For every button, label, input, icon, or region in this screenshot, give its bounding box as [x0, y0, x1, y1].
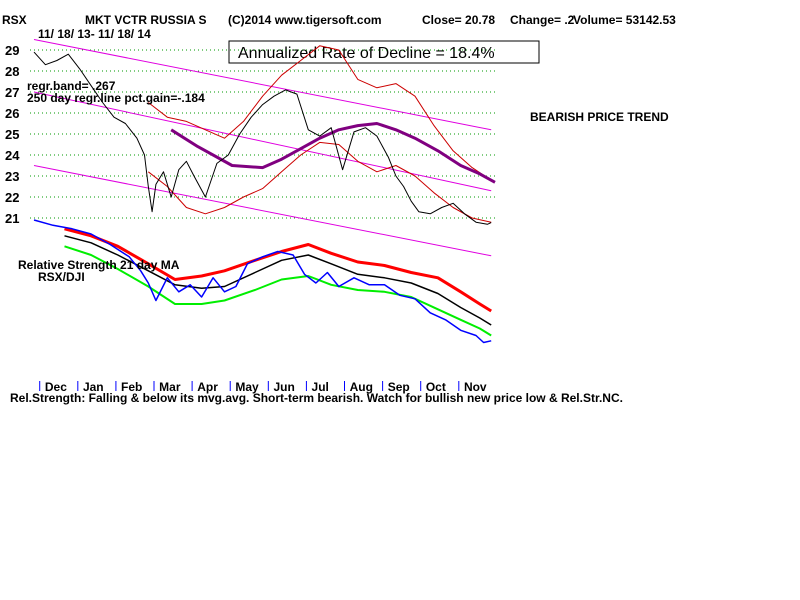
close-value: Close= 20.78 [422, 13, 495, 27]
month-label-jun: Jun [273, 380, 294, 394]
rs-upper-line [64, 227, 492, 313]
y-tick-24: 24 [5, 148, 20, 163]
month-label-apr: Apr [197, 380, 218, 394]
ma-line [170, 122, 496, 184]
regr-gain-label: 250 day regr.line pct.gain=-.184 [27, 91, 205, 105]
rs-lower-line [64, 245, 492, 337]
month-label-nov: Nov [464, 380, 487, 394]
regr-band-label: regr.band= .267 [27, 79, 116, 93]
month-axis: Dec Jan Feb Mar Apr May Jun Jul Aug Sep Oct Nov [39, 380, 487, 394]
month-label-jan: Jan [83, 380, 104, 394]
bollinger-lower-line [147, 141, 492, 223]
price-series [33, 51, 492, 225]
rs-ratio-label: RSX/DJI [38, 270, 85, 284]
month-label-aug: Aug [350, 380, 373, 394]
regression-channel [33, 39, 492, 257]
y-tick-28: 28 [5, 64, 19, 79]
volume-value: Volume= 53142.53 [573, 13, 676, 27]
date-range: 11/ 18/ 13- 11/ 18/ 14 [38, 27, 151, 41]
month-label-jul: Jul [312, 380, 329, 394]
month-label-oct: Oct [426, 380, 446, 394]
rs-label: Relative Strength 21 day MA [18, 258, 180, 272]
y-tick-21: 21 [5, 211, 19, 226]
change-value: Change= .2 [510, 13, 575, 27]
y-tick-23: 23 [5, 169, 19, 184]
y-tick-25: 25 [5, 127, 19, 142]
month-label-may: May [235, 380, 259, 394]
month-label-dec: Dec [45, 380, 67, 394]
bollinger-bands [147, 45, 492, 223]
bollinger-upper-line [147, 45, 492, 181]
price-axis-ticks: 21 22 23 24 25 26 27 28 29 [5, 43, 20, 226]
copyright: (C)2014 www.tigersoft.com [228, 13, 382, 27]
trend-label: BEARISH PRICE TREND [530, 110, 669, 124]
month-label-feb: Feb [121, 380, 142, 394]
price-grid [30, 49, 495, 219]
symbol-label: RSX [2, 13, 27, 27]
y-tick-29: 29 [5, 43, 19, 58]
rate-box-text: Annualized Rate of Decline = 18.4% [238, 45, 495, 62]
rs-line [33, 219, 492, 344]
y-tick-22: 22 [5, 190, 19, 205]
y-tick-26: 26 [5, 106, 19, 121]
channel-upper [33, 39, 492, 131]
footer-note: Rel.Strength: Falling & below its mvg.av… [10, 391, 623, 405]
y-tick-27: 27 [5, 85, 19, 100]
relative-strength [33, 219, 492, 344]
rate-box [228, 40, 540, 64]
moving-average [170, 122, 496, 184]
fund-name: MKT VCTR RUSSIA S [85, 13, 207, 27]
month-label-sep: Sep [388, 380, 410, 394]
month-label-mar: Mar [159, 380, 181, 394]
channel-lower [33, 165, 492, 257]
channel-middle [33, 91, 492, 192]
price-line [33, 51, 492, 225]
